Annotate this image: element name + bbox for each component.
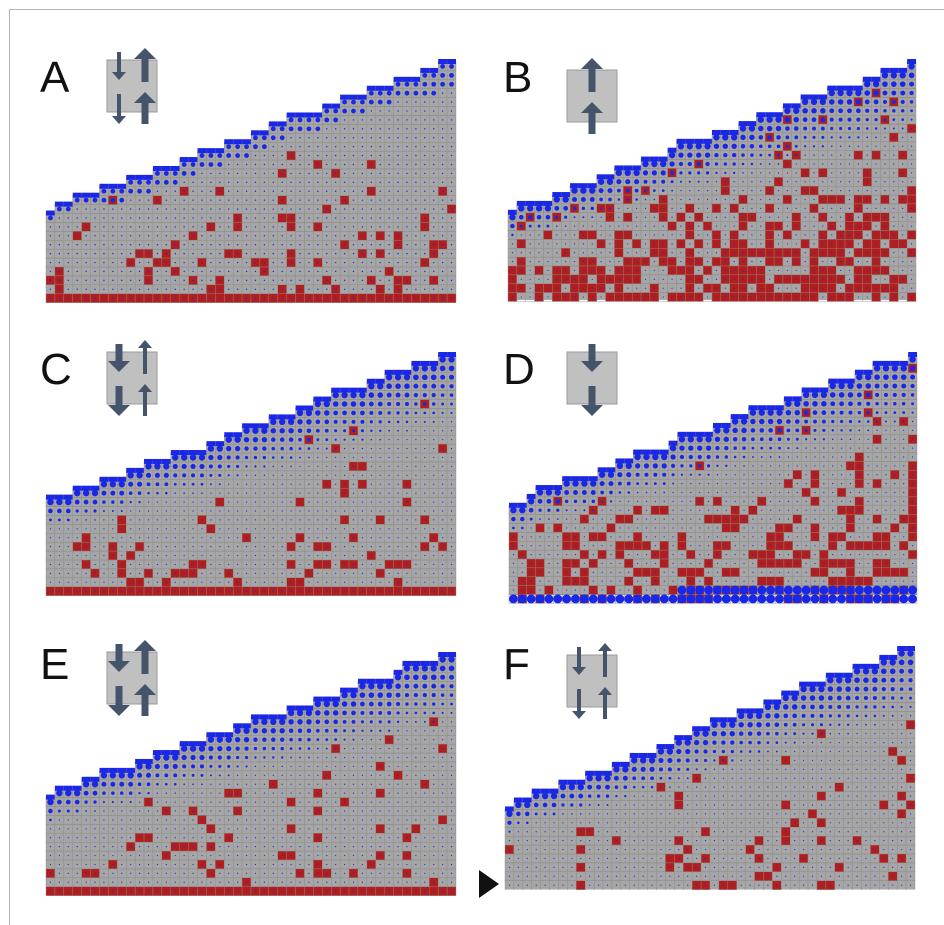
- direction-icon-f: [566, 643, 618, 719]
- grid-panel-c: [45, 352, 457, 596]
- grid-panel-d: [508, 352, 918, 604]
- direction-icon-d: [566, 344, 618, 416]
- direction-icon-c: [106, 340, 158, 416]
- panel-label-d: D: [503, 345, 535, 394]
- panel-label-f: F: [503, 640, 530, 689]
- grid-panel-f: [504, 646, 916, 890]
- direction-icon-b: [566, 58, 618, 134]
- figure-frame: [9, 9, 944, 925]
- panel-label-b: B: [503, 53, 533, 102]
- panel-label-c: C: [40, 345, 72, 394]
- grid-panel-b: [507, 59, 917, 302]
- marker-triangle-icon: [479, 870, 499, 898]
- direction-icon-e: [106, 640, 158, 716]
- panel-label-e: E: [40, 640, 70, 689]
- grid-panel-e: [45, 652, 457, 896]
- panel-label-a: A: [40, 53, 70, 102]
- direction-icon-a: [106, 48, 158, 124]
- grid-panel-a: [45, 59, 457, 303]
